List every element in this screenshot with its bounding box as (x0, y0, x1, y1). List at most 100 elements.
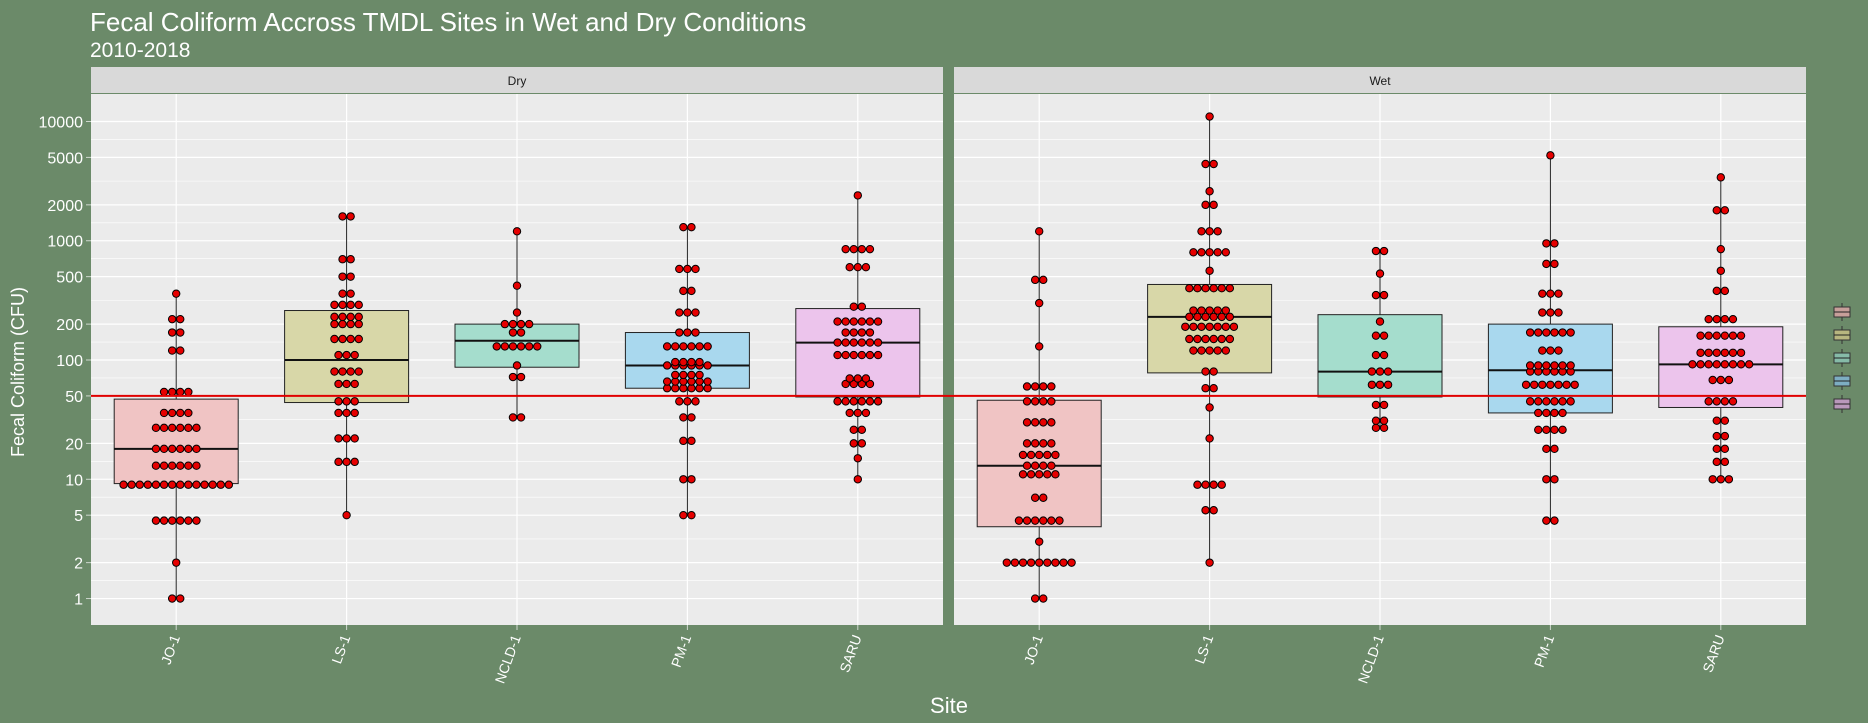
data-point (1213, 248, 1222, 257)
data-point (1035, 450, 1044, 460)
data-point (1379, 423, 1389, 433)
data-point (330, 319, 339, 329)
data-point (346, 334, 355, 344)
data-point (1197, 227, 1206, 236)
y-tick-label: 2000 (47, 198, 83, 215)
data-point (512, 308, 522, 317)
data-point (334, 434, 343, 443)
data-point (192, 444, 201, 454)
data-point (1542, 425, 1551, 434)
data-point (167, 387, 177, 397)
data-point (853, 408, 862, 418)
data-point (1067, 558, 1076, 567)
data-point (350, 379, 359, 389)
data-point (1039, 275, 1048, 285)
data-point (492, 342, 501, 351)
data-point (1047, 397, 1056, 406)
data-point (350, 434, 359, 443)
data-point (516, 413, 526, 422)
data-point (1030, 418, 1040, 427)
data-point (184, 516, 193, 525)
data-point (1696, 348, 1705, 357)
data-point (1225, 312, 1235, 322)
data-point (184, 387, 193, 397)
data-point (1043, 450, 1052, 460)
data-point (873, 317, 883, 326)
box-wet-jo-1 (976, 399, 1102, 528)
data-point (330, 312, 339, 322)
data-point (1039, 516, 1048, 525)
data-point (861, 263, 871, 272)
data-point (1201, 159, 1210, 169)
data-point (346, 312, 355, 322)
data-point (1205, 112, 1214, 121)
data-point (1534, 361, 1543, 370)
data-point (1018, 470, 1028, 479)
data-point (675, 308, 684, 317)
data-point (873, 397, 883, 406)
data-point (1209, 312, 1218, 322)
data-point (1229, 322, 1239, 331)
data-point (167, 594, 177, 603)
data-point (338, 300, 347, 310)
data-point (849, 328, 858, 337)
data-point (1181, 322, 1190, 331)
data-point (1704, 314, 1713, 324)
data-point (1525, 361, 1535, 370)
data-point (695, 370, 704, 380)
data-point (1201, 384, 1210, 393)
data-point (338, 312, 347, 322)
data-point (342, 457, 351, 467)
data-point (1736, 348, 1746, 357)
data-point (342, 434, 351, 443)
data-point (1205, 187, 1214, 196)
data-point (1022, 382, 1032, 391)
y-tick-label: 100 (56, 353, 83, 370)
data-point (671, 370, 680, 380)
data-point (687, 475, 696, 484)
data-point (151, 480, 161, 489)
facet-strip-dry (91, 67, 943, 93)
data-point (1712, 286, 1721, 296)
data-point (849, 338, 858, 347)
data-point (833, 338, 842, 347)
data-point (695, 342, 704, 351)
data-point (1022, 439, 1032, 448)
data-point (334, 397, 343, 406)
data-point (1205, 434, 1214, 443)
data-point (679, 286, 688, 296)
data-point (683, 328, 692, 337)
data-point (119, 480, 128, 489)
data-point (354, 334, 363, 344)
data-point (679, 510, 688, 520)
data-point (1525, 397, 1535, 406)
data-point (512, 281, 522, 290)
data-point (1566, 328, 1575, 337)
data-point (1189, 346, 1198, 355)
data-point (1197, 306, 1206, 315)
data-point (1026, 558, 1036, 567)
data-point (1542, 259, 1551, 269)
data-point (853, 191, 862, 200)
data-point (671, 342, 680, 351)
data-point (1558, 397, 1567, 406)
data-point (683, 308, 692, 317)
data-point (1035, 227, 1044, 236)
data-point (167, 480, 177, 489)
data-point (334, 408, 343, 418)
data-point (1209, 334, 1218, 344)
data-point (1209, 284, 1218, 293)
data-point (1209, 367, 1218, 376)
data-point (1375, 317, 1385, 326)
data-point (691, 397, 700, 406)
data-point (533, 342, 542, 351)
data-point (1201, 334, 1210, 344)
data-point (167, 346, 177, 355)
data-point (1546, 308, 1555, 317)
data-point (865, 338, 875, 347)
data-point (1521, 380, 1531, 389)
data-point (1014, 516, 1024, 525)
data-point (1371, 290, 1381, 300)
data-point (172, 289, 181, 298)
